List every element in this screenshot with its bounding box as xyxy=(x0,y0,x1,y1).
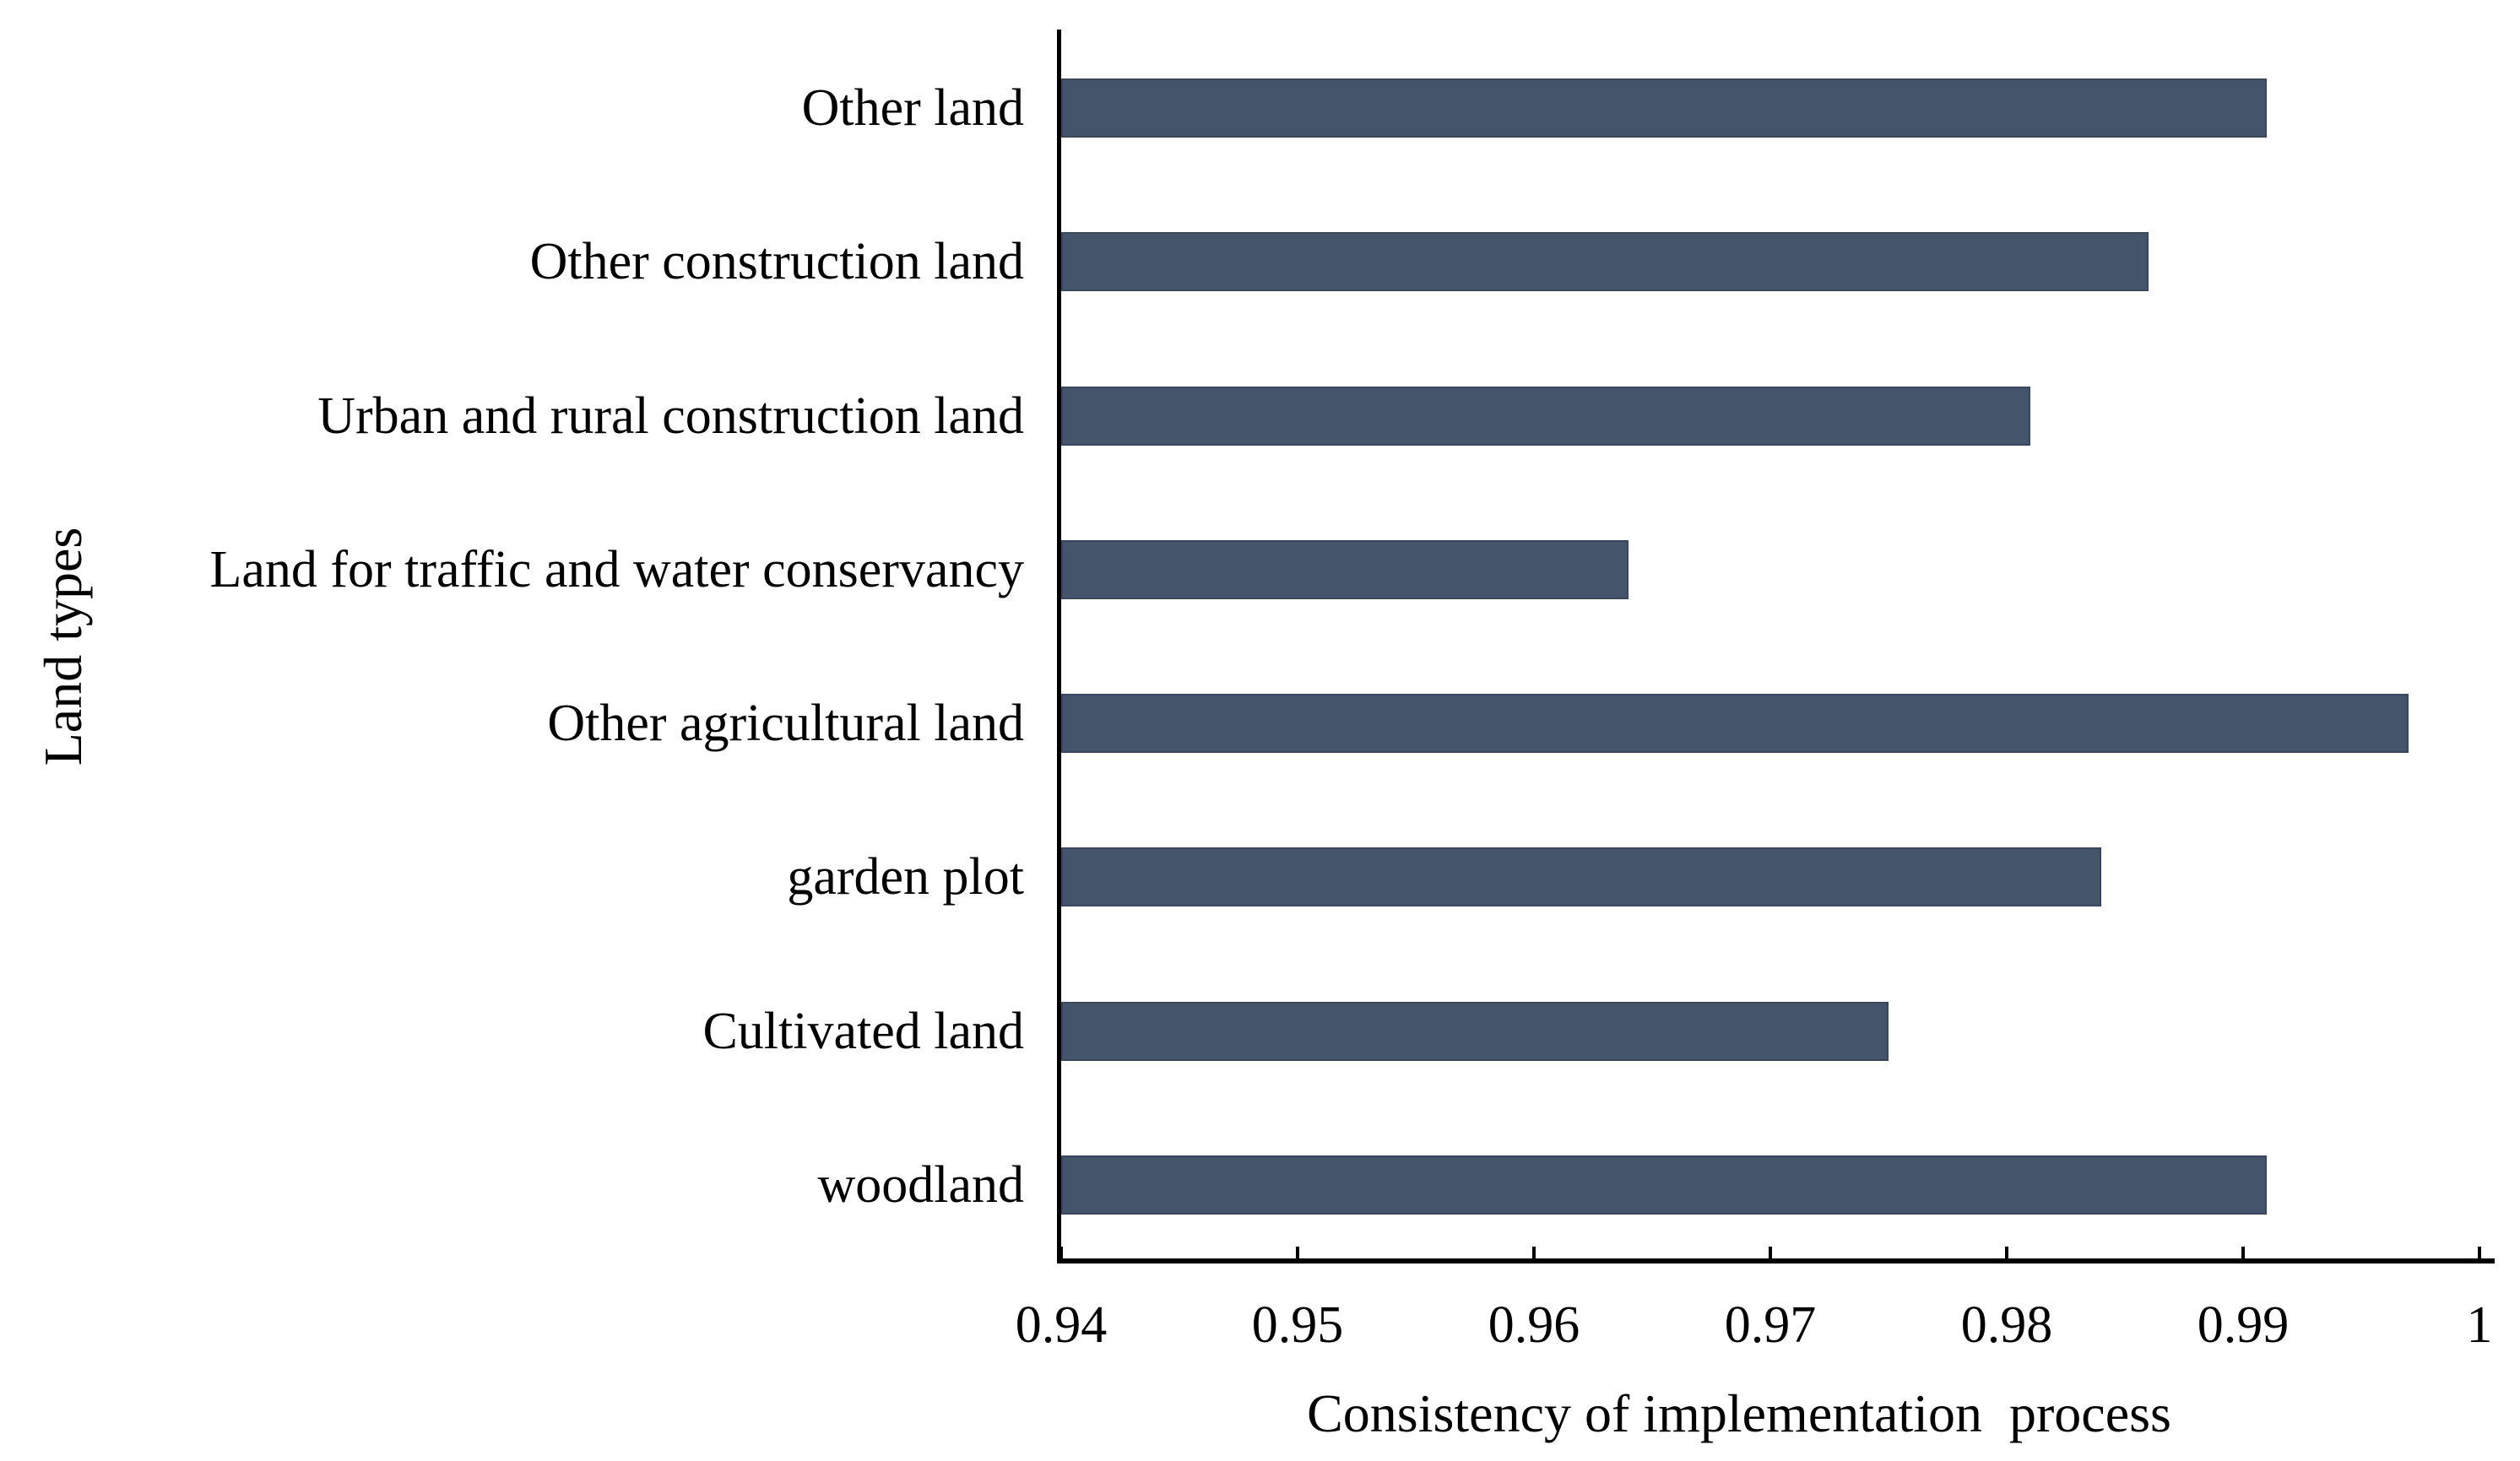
x-tick-label-0.94: 0.94 xyxy=(1015,1296,1108,1354)
bar-other-construction-land xyxy=(1061,232,2149,292)
bar-woodland xyxy=(1061,1155,2267,1215)
bar-land-for-traffic-and-water-conservancy xyxy=(1061,539,1629,599)
x-tick-0.97 xyxy=(1769,1247,1772,1260)
category-label-cultivated-land: Cultivated land xyxy=(702,1002,1024,1060)
x-tick-label-0.98: 0.98 xyxy=(1960,1296,2053,1354)
bar-urban-and-rural-construction-land xyxy=(1061,386,2030,446)
x-tick-0.94 xyxy=(1059,1247,1063,1260)
category-label-garden-plot: garden plot xyxy=(787,848,1024,906)
category-label-other-construction-land: Other construction land xyxy=(529,233,1024,291)
x-tick-0.96 xyxy=(1532,1247,1536,1260)
category-label-urban-and-rural-construction-land: Urban and rural construction land xyxy=(317,387,1024,445)
x-tick-label-0.96: 0.96 xyxy=(1488,1296,1580,1354)
y-axis-line xyxy=(1057,30,1061,1263)
x-tick-label-0.95: 0.95 xyxy=(1251,1296,1344,1354)
bar-other-land xyxy=(1061,78,2267,138)
x-tick-0.98 xyxy=(2005,1247,2008,1260)
x-tick-label-1: 1 xyxy=(2466,1296,2493,1354)
x-tick-label-0.97: 0.97 xyxy=(1724,1296,1817,1354)
category-label-other-agricultural-land: Other agricultural land xyxy=(547,695,1024,753)
x-tick-1 xyxy=(2478,1247,2481,1260)
category-label-land-for-traffic-and-water-conservancy: Land for traffic and water conservancy xyxy=(209,540,1024,598)
x-tick-label-0.99: 0.99 xyxy=(2197,1296,2290,1354)
x-axis-title: Consistency of implementation process xyxy=(1307,1383,2171,1443)
bar-garden-plot xyxy=(1061,847,2101,907)
bar-other-agricultural-land xyxy=(1061,694,2409,754)
x-axis-line xyxy=(1057,1258,2495,1263)
x-tick-0.95 xyxy=(1296,1247,1299,1260)
x-tick-0.99 xyxy=(2241,1247,2245,1260)
category-label-woodland: woodland xyxy=(817,1155,1024,1214)
bar-cultivated-land xyxy=(1061,1001,1889,1061)
category-label-other-land: Other land xyxy=(801,79,1024,138)
